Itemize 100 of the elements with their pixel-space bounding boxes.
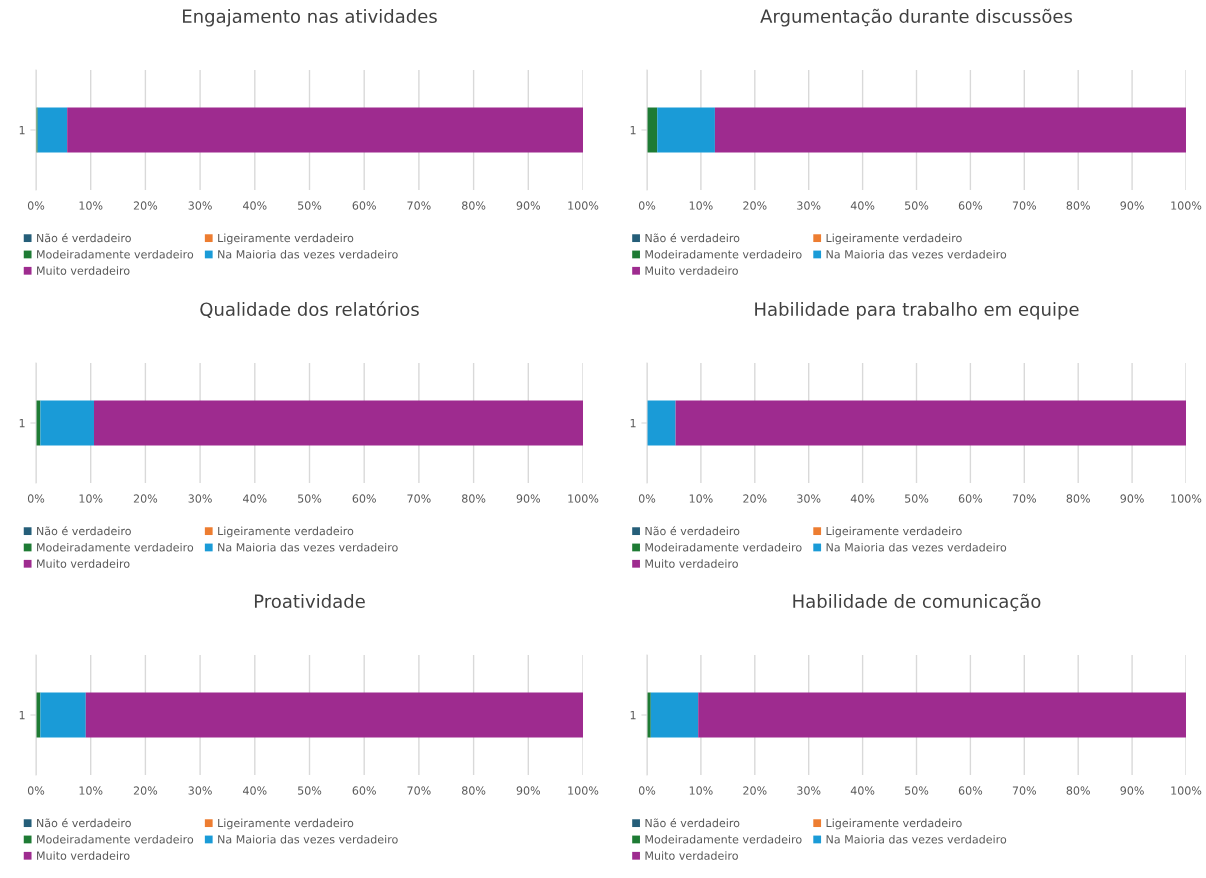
x-tick-label: 10%: [689, 201, 713, 210]
x-tick-label: 30%: [797, 201, 821, 210]
x-tick-label: 90%: [516, 494, 541, 503]
x-tick-label: 40%: [850, 494, 875, 503]
legend-label: Muito verdadeiro: [645, 559, 738, 568]
legend-label: Na Maioria das vezes verdadeiro: [218, 542, 398, 552]
legend-label: Modeiradamente verdadeiro: [37, 834, 194, 844]
x-tick-label: 0%: [638, 786, 656, 795]
legend-label: Na Maioria das vezes verdadeiro: [218, 834, 398, 844]
x-tick-label: 10%: [689, 786, 713, 795]
x-tick-label: 20%: [133, 494, 158, 503]
x-tick-label: 40%: [243, 786, 267, 795]
y-tick-label: 1: [19, 711, 25, 720]
x-tick-label: 50%: [298, 494, 322, 503]
legend-label: Na Maioria das vezes verdadeiro: [218, 249, 398, 259]
x-tick-label: 100%: [568, 494, 599, 503]
x-tick-label: 90%: [516, 786, 541, 795]
legend-label: Não é verdadeiro: [645, 526, 740, 536]
x-tick-label: 90%: [1120, 786, 1144, 795]
x-tick-label: 100%: [1171, 494, 1202, 503]
x-tick-label: 100%: [1171, 786, 1202, 795]
x-tick-label: 20%: [133, 786, 158, 795]
y-tick-label: 1: [630, 711, 636, 720]
x-tick-label: 30%: [797, 494, 821, 503]
chart-title: Habilidade de comunicação: [793, 593, 1041, 612]
x-tick-label: 50%: [298, 201, 322, 210]
legend-label: Muito verdadeiro: [645, 266, 738, 275]
chart-title: Qualidade dos relatórios: [200, 301, 419, 319]
chart-title: Argumentação durante discussões: [760, 8, 1073, 27]
x-tick-label: 60%: [958, 201, 983, 210]
legend-label: Ligeiramente verdadeiro: [218, 233, 354, 245]
x-tick-label: 60%: [352, 201, 376, 210]
x-tick-label: 70%: [407, 786, 431, 795]
legend-label: Ligeiramente verdadeiro: [826, 233, 962, 245]
x-tick-label: 40%: [243, 494, 267, 503]
x-tick-label: 0%: [638, 494, 656, 503]
y-tick-label: 1: [19, 419, 25, 428]
x-tick-label: 30%: [188, 494, 212, 503]
x-tick-label: 90%: [516, 201, 541, 210]
x-tick-label: 100%: [1171, 201, 1202, 210]
legend-label: Ligeiramente verdadeiro: [218, 818, 354, 830]
y-tick-label: 1: [630, 419, 636, 428]
x-tick-label: 0%: [638, 201, 656, 210]
legend-label: Não é verdadeiro: [37, 818, 131, 828]
x-tick-label: 70%: [407, 201, 431, 210]
x-tick-label: 60%: [958, 494, 983, 503]
x-tick-label: 50%: [905, 201, 929, 210]
y-tick-label: 1: [19, 126, 25, 135]
x-tick-label: 70%: [407, 494, 431, 503]
x-tick-label: 80%: [1066, 201, 1090, 210]
x-tick-label: 30%: [188, 786, 212, 795]
legend-label: Modeiradamente verdadeiro: [645, 542, 802, 552]
x-tick-label: 80%: [1066, 494, 1090, 503]
x-tick-label: 80%: [462, 201, 486, 210]
chart-title: Engajamento nas atividades: [183, 9, 437, 27]
chart-title: Proatividade: [254, 594, 365, 609]
x-tick-label: 20%: [133, 201, 158, 210]
x-tick-label: 0%: [27, 494, 45, 503]
x-tick-label: 0%: [27, 201, 45, 210]
legend-label: Não é verdadeiro: [645, 233, 740, 243]
x-tick-label: 40%: [243, 201, 267, 210]
x-tick-label: 30%: [188, 201, 212, 210]
x-tick-label: 60%: [352, 786, 376, 795]
x-tick-label: 10%: [79, 201, 103, 210]
x-tick-label: 20%: [743, 201, 767, 210]
legend-label: Ligeiramente verdadeiro: [218, 526, 354, 538]
legend-label: Muito verdadeiro: [37, 559, 130, 568]
x-tick-label: 40%: [850, 786, 875, 795]
legend-label: Ligeiramente verdadeiro: [826, 818, 962, 830]
x-tick-label: 50%: [905, 494, 929, 503]
x-tick-label: 80%: [462, 494, 486, 503]
legend-label: Na Maioria das vezes verdadeiro: [826, 834, 1007, 844]
legend-label: Ligeiramente verdadeiro: [826, 526, 962, 538]
x-tick-label: 10%: [79, 786, 103, 795]
x-tick-label: 50%: [905, 786, 929, 795]
x-tick-label: 10%: [79, 494, 103, 503]
x-tick-label: 60%: [958, 786, 983, 795]
legend-label: Modeiradamente verdadeiro: [37, 542, 194, 552]
x-tick-label: 70%: [1012, 494, 1037, 503]
x-tick-label: 10%: [689, 494, 713, 503]
x-tick-label: 100%: [568, 786, 599, 795]
legend-label: Muito verdadeiro: [37, 851, 130, 860]
x-tick-label: 90%: [1120, 494, 1144, 503]
x-tick-label: 80%: [462, 786, 486, 795]
x-tick-label: 70%: [1012, 786, 1037, 795]
legend-label: Modeiradamente verdadeiro: [645, 834, 802, 844]
y-tick-label: 1: [630, 126, 636, 135]
legend-label: Modeiradamente verdadeiro: [645, 249, 802, 259]
legend-label: Na Maioria das vezes verdadeiro: [826, 249, 1007, 259]
x-tick-label: 20%: [743, 786, 767, 795]
x-tick-label: 80%: [1066, 786, 1090, 795]
x-tick-label: 50%: [298, 786, 322, 795]
x-tick-label: 70%: [1012, 201, 1037, 210]
legend-label: Na Maioria das vezes verdadeiro: [826, 542, 1007, 552]
x-tick-label: 0%: [27, 786, 45, 795]
legend-label: Muito verdadeiro: [645, 851, 738, 860]
x-tick-label: 60%: [352, 494, 376, 503]
x-tick-label: 30%: [797, 786, 821, 795]
legend-label: Não é verdadeiro: [645, 818, 740, 828]
legend-label: Não é verdadeiro: [37, 233, 131, 243]
